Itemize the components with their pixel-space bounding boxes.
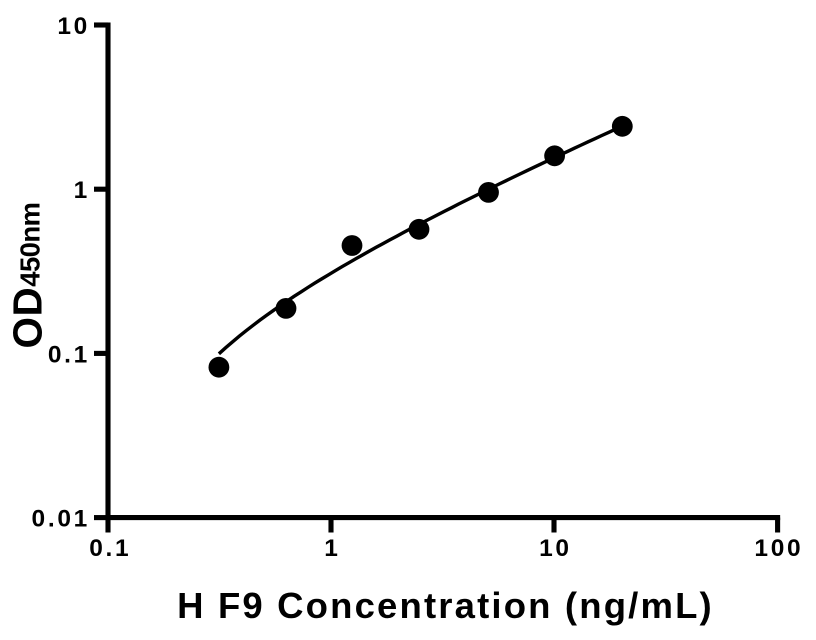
svg-text:H F9 Concentration (ng/mL): H F9 Concentration (ng/mL) <box>177 585 714 626</box>
svg-text:0.1: 0.1 <box>89 535 131 562</box>
svg-text:1: 1 <box>74 177 90 204</box>
svg-text:0.01: 0.01 <box>32 506 90 533</box>
svg-text:10: 10 <box>57 13 90 40</box>
svg-text:100: 100 <box>754 535 803 562</box>
svg-text:0.1: 0.1 <box>48 341 90 368</box>
svg-text:1: 1 <box>324 535 340 562</box>
svg-text:10: 10 <box>539 535 572 562</box>
